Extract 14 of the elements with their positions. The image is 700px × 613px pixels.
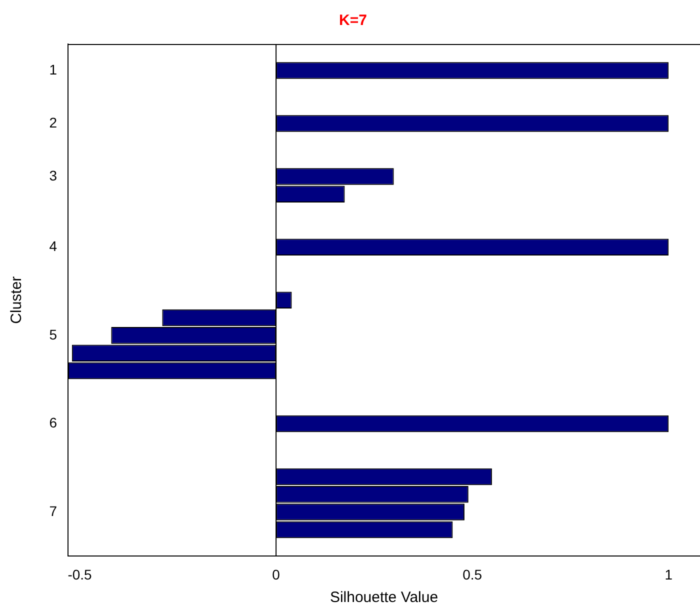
y-tick-label: 4 <box>49 238 58 254</box>
x-tick-label: 0 <box>272 566 280 582</box>
y-tick-label: 1 <box>49 61 58 78</box>
y-tick-label: 7 <box>49 502 58 519</box>
x-axis-title: Silhouette Value <box>330 589 438 606</box>
x-tick-label: 1 <box>664 566 673 582</box>
y-tick-label: 5 <box>49 326 58 342</box>
y-tick-label: 6 <box>49 414 58 431</box>
chart-title: K=7 <box>339 12 367 30</box>
x-tick-label: 0.5 <box>462 566 482 582</box>
y-tick-label: 2 <box>49 114 58 130</box>
x-tick-label: -0.5 <box>68 566 92 582</box>
y-tick-label: 3 <box>49 167 58 184</box>
y-axis-title: Cluster <box>8 276 26 324</box>
